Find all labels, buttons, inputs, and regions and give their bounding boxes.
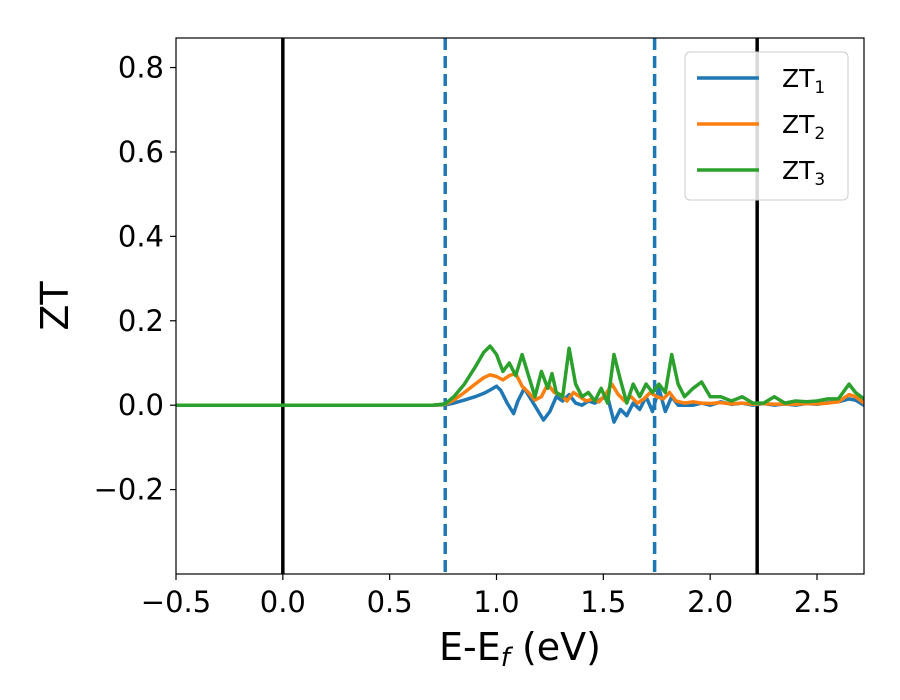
x-tick-label: −0.5	[141, 585, 211, 619]
y-tick-label: −0.2	[94, 473, 164, 507]
x-axis-label-unit: (eV)	[510, 625, 601, 669]
x-tick-label: 1.0	[473, 585, 519, 619]
legend-box	[684, 51, 849, 201]
legend-label-subscript: 1	[814, 78, 825, 98]
x-tick-label: 1.5	[580, 585, 626, 619]
y-tick-label: 0.2	[118, 304, 164, 338]
y-tick-label: 0.0	[118, 388, 164, 422]
legend-label-zt3: ZT3	[782, 156, 825, 190]
y-axis: −0.2 0.0 0.2 0.4 0.6 0.8	[94, 51, 176, 507]
legend-label-zt2: ZT2	[782, 110, 825, 144]
series-line-zt3	[176, 344, 864, 407]
series-line-zt2	[176, 371, 864, 407]
y-tick-label: 0.8	[118, 51, 164, 85]
x-tick-label: 2.5	[794, 585, 840, 619]
plot-frame	[175, 37, 865, 575]
x-axis-label: E-Ef (eV)	[439, 625, 601, 673]
x-axis-label-main: E-E	[439, 625, 501, 669]
x-tick-label: 0.0	[260, 585, 306, 619]
series-lines	[176, 344, 864, 424]
x-tick-label: 2.0	[687, 585, 733, 619]
legend-label-name: ZT	[782, 110, 815, 139]
legend-label-zt1: ZT1	[782, 64, 825, 98]
legend-label-subscript: 3	[814, 170, 825, 190]
x-axis: −0.5 0.0 0.5 1.0 1.5 2.0 2.5	[141, 574, 840, 619]
x-tick-label: 0.5	[367, 585, 413, 619]
y-tick-label: 0.4	[118, 219, 164, 253]
y-axis-label: ZT	[33, 281, 77, 331]
legend-label-subscript: 2	[814, 124, 825, 144]
y-tick-label: 0.6	[118, 135, 164, 169]
legend-label-name: ZT	[782, 156, 815, 185]
legend-label-name: ZT	[782, 64, 815, 93]
